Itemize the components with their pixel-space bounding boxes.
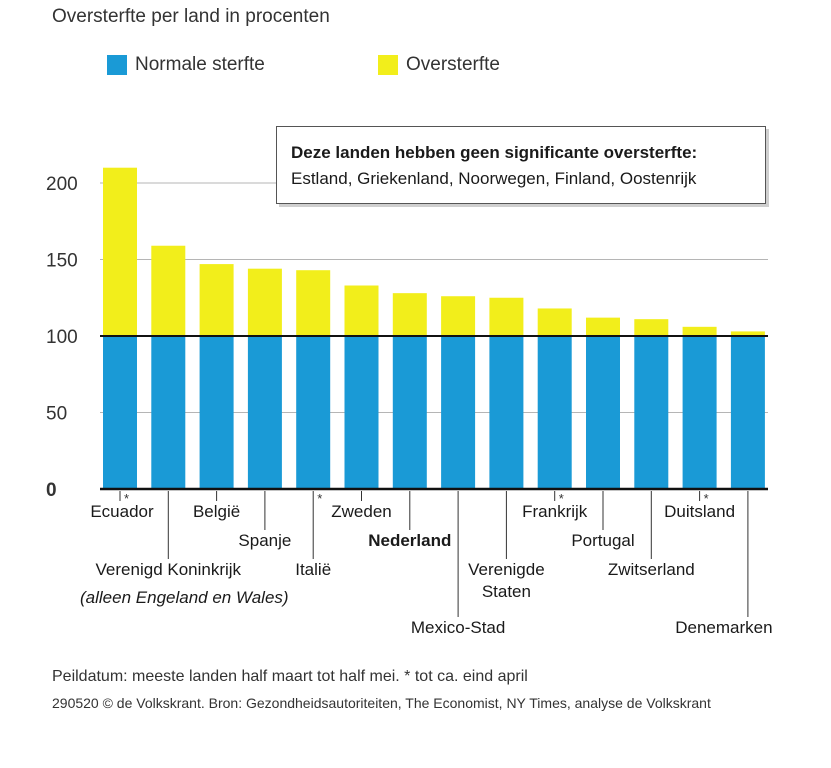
- chart-title: Oversterfte per land in procenten: [52, 6, 330, 27]
- bar-oversterfte: [296, 270, 331, 336]
- bar-normale-sterfte: [247, 336, 282, 489]
- bar-normale-sterfte: [682, 336, 717, 489]
- x-category-label: Italië: [295, 560, 331, 579]
- x-category-sublabel: (alleen Engeland en Wales): [80, 588, 289, 607]
- y-tick-label: 200: [46, 174, 78, 195]
- bar-normale-sterfte: [392, 336, 427, 489]
- legend-swatch-oversterfte: [378, 55, 398, 75]
- bar-oversterfte: [247, 268, 282, 336]
- bar-normale-sterfte: [344, 336, 379, 489]
- x-category-label: Verenigd Koninkrijk: [96, 560, 242, 579]
- bar-oversterfte: [586, 317, 620, 336]
- footnote-marker: *: [704, 491, 709, 506]
- x-category-label: Ecuador: [90, 502, 154, 521]
- legend-label-oversterfte: Oversterfte: [406, 54, 500, 75]
- x-category-label: Mexico-Stad: [411, 618, 505, 637]
- bar-oversterfte: [392, 293, 427, 336]
- bar-oversterfte: [634, 319, 669, 336]
- x-category-label: België: [193, 502, 240, 521]
- bar-oversterfte: [537, 308, 572, 336]
- x-category-label: Portugal: [571, 531, 634, 550]
- bar-oversterfte: [344, 285, 379, 336]
- bar-normale-sterfte: [489, 336, 524, 489]
- annotation-body: Estland, Griekenland, Noorwegen, Finland…: [291, 169, 697, 188]
- x-category-label: Denemarken: [675, 618, 772, 637]
- footnote: Peildatum: meeste landen half maart tot …: [52, 668, 528, 685]
- x-category-label: Nederland: [368, 531, 451, 550]
- bar-oversterfte: [103, 167, 137, 336]
- bar-normale-sterfte: [634, 336, 669, 489]
- bar-normale-sterfte: [537, 336, 572, 489]
- legend-swatch-normale-sterfte: [107, 55, 127, 75]
- legend-item-oversterfte: Oversterfte: [378, 54, 500, 76]
- footnote-marker: *: [124, 491, 129, 506]
- x-category-label: Spanje: [238, 531, 291, 550]
- annotation-box: Deze landen hebben geen significante ove…: [276, 126, 766, 204]
- footnote-marker: *: [559, 491, 564, 506]
- bar-normale-sterfte: [296, 336, 331, 489]
- bar-oversterfte: [682, 326, 717, 336]
- bar-normale-sterfte: [151, 336, 186, 489]
- y-tick-label: 150: [46, 251, 78, 272]
- y-tick-label: 0: [46, 480, 57, 501]
- x-category-label: Zwitserland: [608, 560, 695, 579]
- x-category-label: Zweden: [331, 502, 391, 521]
- bar-oversterfte: [489, 297, 524, 336]
- bar-normale-sterfte: [441, 336, 476, 489]
- legend-item-normale-sterfte: Normale sterfte: [107, 54, 265, 76]
- bar-normale-sterfte: [199, 336, 234, 489]
- legend-label-normale-sterfte: Normale sterfte: [135, 54, 265, 75]
- x-category-label-line2: Staten: [482, 582, 531, 601]
- footnote-marker: *: [317, 491, 322, 506]
- bar-oversterfte: [199, 264, 234, 336]
- y-tick-label: 50: [46, 404, 67, 425]
- annotation-title: Deze landen hebben geen significante ove…: [291, 143, 698, 162]
- bar-oversterfte: [730, 331, 765, 336]
- x-category-label: Frankrijk: [522, 502, 588, 521]
- bar-normale-sterfte: [730, 336, 765, 489]
- x-category-label: Duitsland: [664, 502, 735, 521]
- bar-oversterfte: [151, 245, 186, 336]
- x-category-label: Verenigde: [468, 560, 545, 579]
- y-tick-label: 100: [46, 327, 78, 348]
- source-credit: 290520 © de Volkskrant. Bron: Gezondheid…: [52, 695, 711, 711]
- bar-oversterfte: [441, 296, 476, 336]
- bar-normale-sterfte: [586, 336, 620, 489]
- bar-normale-sterfte: [103, 336, 137, 489]
